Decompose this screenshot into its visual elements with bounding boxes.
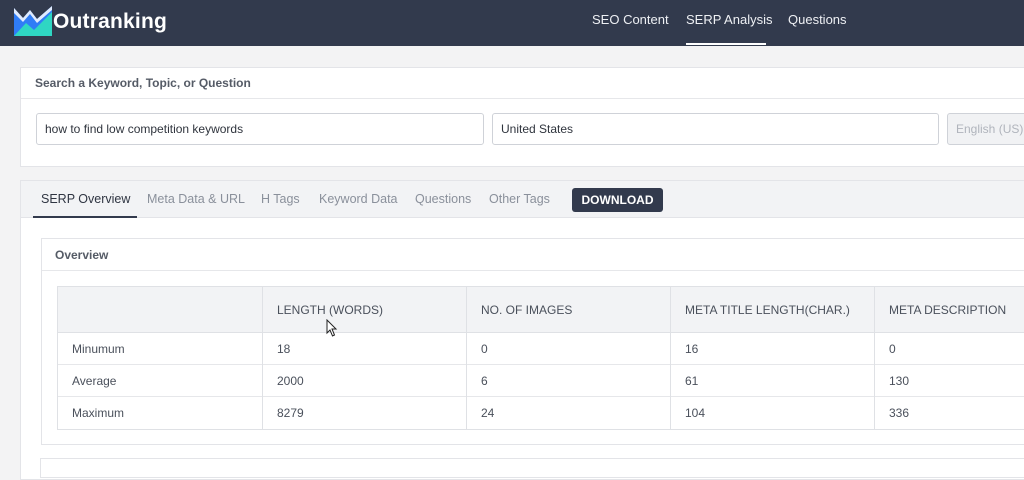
active-tab-indicator: [33, 216, 137, 218]
table-row: Minumum 18 0 16 0: [58, 333, 1024, 365]
next-section-card: [40, 458, 1024, 478]
table-cell: 336: [874, 397, 1024, 429]
tab-serp-overview[interactable]: SERP Overview: [41, 192, 131, 206]
nav-link-serp-analysis[interactable]: SERP Analysis: [686, 12, 773, 27]
table-cell: 130: [874, 365, 1024, 397]
nav-link-seo-content[interactable]: SEO Content: [592, 12, 669, 27]
overview-table: LENGTH (WORDS) NO. OF IMAGES META TITLE …: [57, 286, 1024, 430]
tab-bar: SERP Overview Meta Data & URL H Tags Key…: [21, 181, 1024, 218]
outranking-logo-icon[interactable]: [14, 6, 52, 36]
tab-h-tags[interactable]: H Tags: [261, 192, 300, 206]
table-cell: 8279: [262, 397, 466, 429]
table-cell: 18: [262, 333, 466, 365]
search-panel: Search a Keyword, Topic, or Question how…: [20, 67, 1024, 167]
mouse-cursor-icon: [326, 319, 338, 337]
row-label: Minumum: [72, 342, 125, 356]
overview-title: Overview: [55, 248, 109, 262]
column-header-length-words[interactable]: LENGTH (WORDS): [262, 287, 466, 333]
table-cell: 16: [670, 333, 874, 365]
column-header-no-of-images[interactable]: NO. OF IMAGES: [466, 287, 670, 333]
download-button[interactable]: DOWNLOAD: [572, 188, 663, 212]
country-select[interactable]: United States: [492, 113, 939, 145]
table-cell: 24: [466, 397, 670, 429]
language-select[interactable]: English (US): [947, 113, 1024, 145]
divider: [21, 98, 1024, 99]
serp-analysis-panel: SERP Overview Meta Data & URL H Tags Key…: [20, 180, 1024, 480]
table-cell: 6: [466, 365, 670, 397]
active-nav-indicator: [686, 43, 766, 45]
overview-section: Overview LENGTH (WORDS) NO. OF IMAGES ME…: [41, 238, 1024, 445]
table-row: Average 2000 6 61 130: [58, 365, 1024, 397]
brand-name[interactable]: Outranking: [53, 10, 168, 33]
table-cell: 104: [670, 397, 874, 429]
tab-meta-data-url[interactable]: Meta Data & URL: [147, 192, 245, 206]
column-header-meta-title-length[interactable]: META TITLE LENGTH(CHAR.): [670, 287, 874, 333]
table-cell: 2000: [262, 365, 466, 397]
table-cell: 0: [466, 333, 670, 365]
nav-link-questions[interactable]: Questions: [788, 12, 847, 27]
tab-other-tags[interactable]: Other Tags: [489, 192, 550, 206]
table-header-row: LENGTH (WORDS) NO. OF IMAGES META TITLE …: [58, 287, 1024, 333]
top-navigation-bar: Outranking SEO Content SERP Analysis Que…: [0, 0, 1024, 46]
row-label: Average: [72, 374, 117, 388]
keyword-input[interactable]: how to find low competition keywords: [36, 113, 484, 145]
table-cell: 61: [670, 365, 874, 397]
tab-keyword-data[interactable]: Keyword Data: [319, 192, 398, 206]
row-label: Maximum: [72, 406, 125, 420]
table-row: Maximum 8279 24 104 336: [58, 397, 1024, 429]
search-heading: Search a Keyword, Topic, or Question: [35, 76, 251, 90]
column-header-metric: [58, 287, 262, 333]
column-header-meta-description[interactable]: META DESCRIPTION: [874, 287, 1024, 333]
table-cell: 0: [874, 333, 1024, 365]
divider: [42, 270, 1024, 271]
tab-questions[interactable]: Questions: [415, 192, 472, 206]
